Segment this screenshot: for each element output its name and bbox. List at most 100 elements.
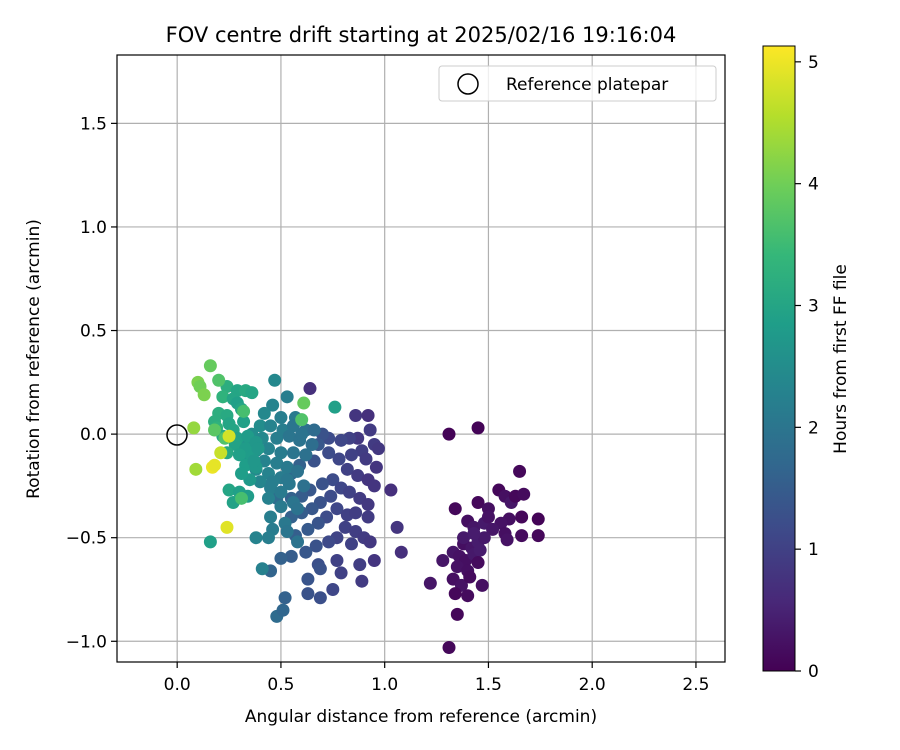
scatter-point <box>359 452 373 466</box>
scatter-point <box>351 469 365 483</box>
scatter-point <box>361 510 375 524</box>
x-axis-ticks: 0.0 0.5 1.0 1.5 2.0 2.5 <box>164 662 709 695</box>
scatter-point <box>471 495 485 509</box>
colorbar-tick-label: 3 <box>808 297 819 317</box>
scatter-point <box>330 553 344 567</box>
scatter-point <box>500 533 514 547</box>
legend-label: Reference platepar <box>506 75 668 95</box>
scatter-point <box>463 570 477 584</box>
scatter-point <box>390 520 404 534</box>
y-tick-label: 0.5 <box>80 322 107 342</box>
scatter-point <box>212 373 226 387</box>
scatter-point <box>349 408 363 422</box>
y-tick-label: 1.0 <box>80 218 107 238</box>
scatter-point <box>531 529 545 543</box>
scatter-point <box>342 485 356 499</box>
scatter-point <box>295 413 309 427</box>
x-tick-label: 1.5 <box>475 675 502 695</box>
scatter-point <box>257 406 271 420</box>
scatter-point <box>363 535 377 549</box>
scatter-point <box>301 587 315 601</box>
scatter-point <box>261 442 275 456</box>
scatter-point <box>442 640 456 654</box>
scatter-point <box>274 500 288 514</box>
scatter-point <box>471 556 485 570</box>
scatter-point <box>486 522 500 536</box>
scatter-point <box>313 591 327 605</box>
scatter-point <box>297 479 311 493</box>
x-tick-label: 2.5 <box>682 675 709 695</box>
scatter-point <box>253 475 267 489</box>
colorbar-tick-label: 1 <box>808 540 819 560</box>
scatter-point <box>291 502 305 516</box>
scatter-point <box>349 506 363 520</box>
scatter-point <box>361 408 375 422</box>
scatter-point <box>203 359 217 373</box>
scatter-point <box>481 510 495 524</box>
x-tick-label: 1.0 <box>371 675 398 695</box>
scatter-point <box>371 442 385 456</box>
scatter-point <box>355 574 369 588</box>
scatter-point <box>251 442 265 456</box>
scatter-point <box>513 464 527 478</box>
scatter-point <box>450 607 464 621</box>
scatter-point <box>309 539 323 553</box>
scatter-point <box>280 524 294 538</box>
scatter-point <box>330 502 344 516</box>
scatter-point <box>222 483 236 497</box>
scatter-point <box>282 429 296 443</box>
scatter-point <box>291 535 305 549</box>
scatter-point <box>517 487 531 501</box>
x-tick-label: 2.0 <box>579 675 606 695</box>
scatter-point <box>237 404 251 418</box>
scatter-point <box>208 423 222 437</box>
scatter-point <box>353 558 367 572</box>
scatter-point <box>313 562 327 576</box>
scatter-point <box>276 603 290 617</box>
scatter-point <box>334 433 348 447</box>
legend: Reference platepar <box>438 65 717 102</box>
scatter-point <box>189 462 203 476</box>
scatter-point <box>203 535 217 549</box>
x-tick-label: 0.5 <box>267 675 294 695</box>
scatter-point <box>448 587 462 601</box>
scatter-point <box>249 531 263 545</box>
scatter-point <box>208 458 222 472</box>
scatter-point <box>274 485 288 499</box>
scatter-point <box>328 400 342 414</box>
scatter-point <box>261 531 275 545</box>
data-points <box>187 359 545 654</box>
scatter-point <box>448 502 462 516</box>
scatter-point <box>284 549 298 563</box>
scatter-point <box>361 498 375 512</box>
y-tick-label: −1.0 <box>66 632 107 652</box>
scatter-point <box>307 423 321 437</box>
scatter-point <box>436 553 450 567</box>
scatter-point <box>297 396 311 410</box>
scatter-point <box>255 562 269 576</box>
scatter-point <box>301 572 315 586</box>
scatter-point <box>457 531 471 545</box>
colorbar-ticks: 0 1 2 3 4 5 <box>795 53 819 682</box>
colorbar-tick-label: 0 <box>808 662 819 682</box>
legend-open-circle-icon <box>457 73 479 95</box>
y-axis-label: Rotation from reference (arcmin) <box>24 219 44 499</box>
plot-frame <box>116 54 726 663</box>
scatter-point <box>473 543 487 557</box>
scatter-point <box>235 491 249 505</box>
scatter-point <box>344 537 358 551</box>
scatter-point <box>264 419 278 433</box>
y-tick-label: 0.0 <box>80 425 107 445</box>
scatter-point <box>450 560 464 574</box>
scatter-point <box>220 520 234 534</box>
scatter-point <box>261 491 275 505</box>
scatter-point <box>187 421 201 435</box>
scatter-point <box>280 460 294 474</box>
scatter-point <box>299 448 313 462</box>
grid-lines <box>117 55 725 662</box>
scatter-point <box>295 427 309 441</box>
scatter-point <box>235 466 249 480</box>
scatter-point <box>237 415 251 429</box>
scatter-point <box>477 531 491 545</box>
